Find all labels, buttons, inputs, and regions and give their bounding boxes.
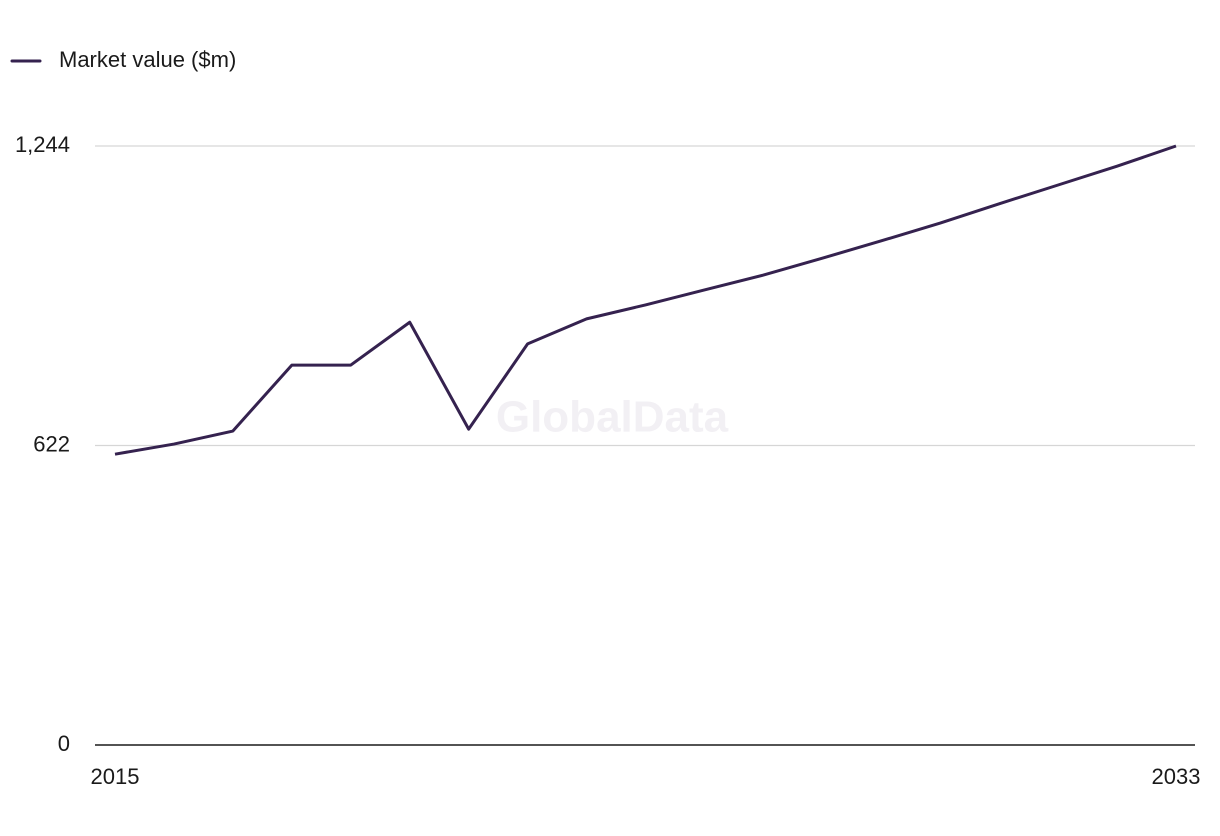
legend-label: Market value ($m) — [59, 47, 236, 72]
y-tick-label: 622 — [33, 431, 70, 456]
x-tick-label: 2033 — [1152, 764, 1201, 789]
watermark: GlobalData — [496, 393, 729, 442]
y-tick-label: 1,244 — [15, 132, 70, 157]
data-line — [114, 144, 1177, 456]
y-tick-label: 0 — [58, 731, 70, 756]
x-tick-label: 2015 — [91, 764, 140, 789]
